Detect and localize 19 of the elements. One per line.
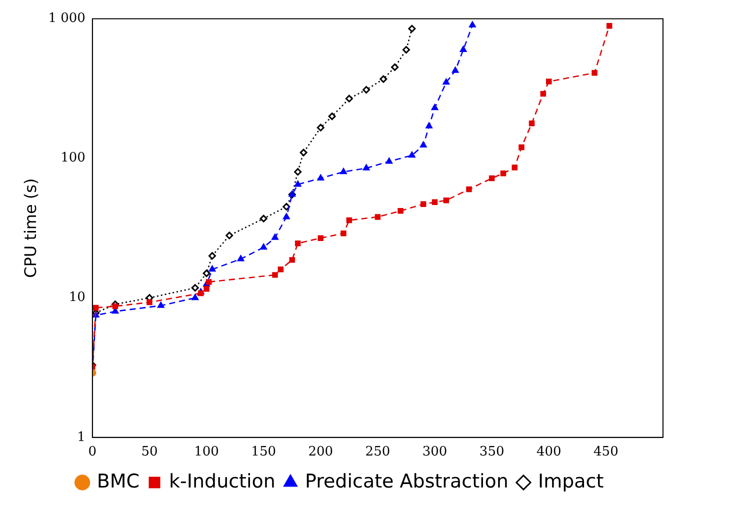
y-axis-title: CPU time (s) xyxy=(20,178,40,278)
x-tick-label: 400 xyxy=(536,444,562,460)
y-tick-label: 1 000 xyxy=(48,11,86,26)
x-tick-label: 350 xyxy=(479,444,504,460)
x-tick-label: 450 xyxy=(594,444,618,460)
x-tick-label: 100 xyxy=(194,444,219,460)
y-tick-label: 10 xyxy=(68,290,86,306)
legend-label: k-Induction xyxy=(169,470,276,492)
x-tick-label: 0 xyxy=(88,444,97,460)
x-tick-label: 250 xyxy=(365,444,390,460)
x-tick-label: 50 xyxy=(141,444,158,460)
legend-label: Impact xyxy=(538,470,604,492)
legend-label: BMC xyxy=(96,470,140,492)
y-tick-label: 1 xyxy=(77,430,86,445)
legend-label: Predicate Abstraction xyxy=(304,470,508,492)
y-tick-label: 100 xyxy=(60,150,86,166)
x-tick-label: 200 xyxy=(308,444,334,460)
x-tick-label: 150 xyxy=(251,444,276,460)
x-tick-label: 300 xyxy=(422,444,448,460)
